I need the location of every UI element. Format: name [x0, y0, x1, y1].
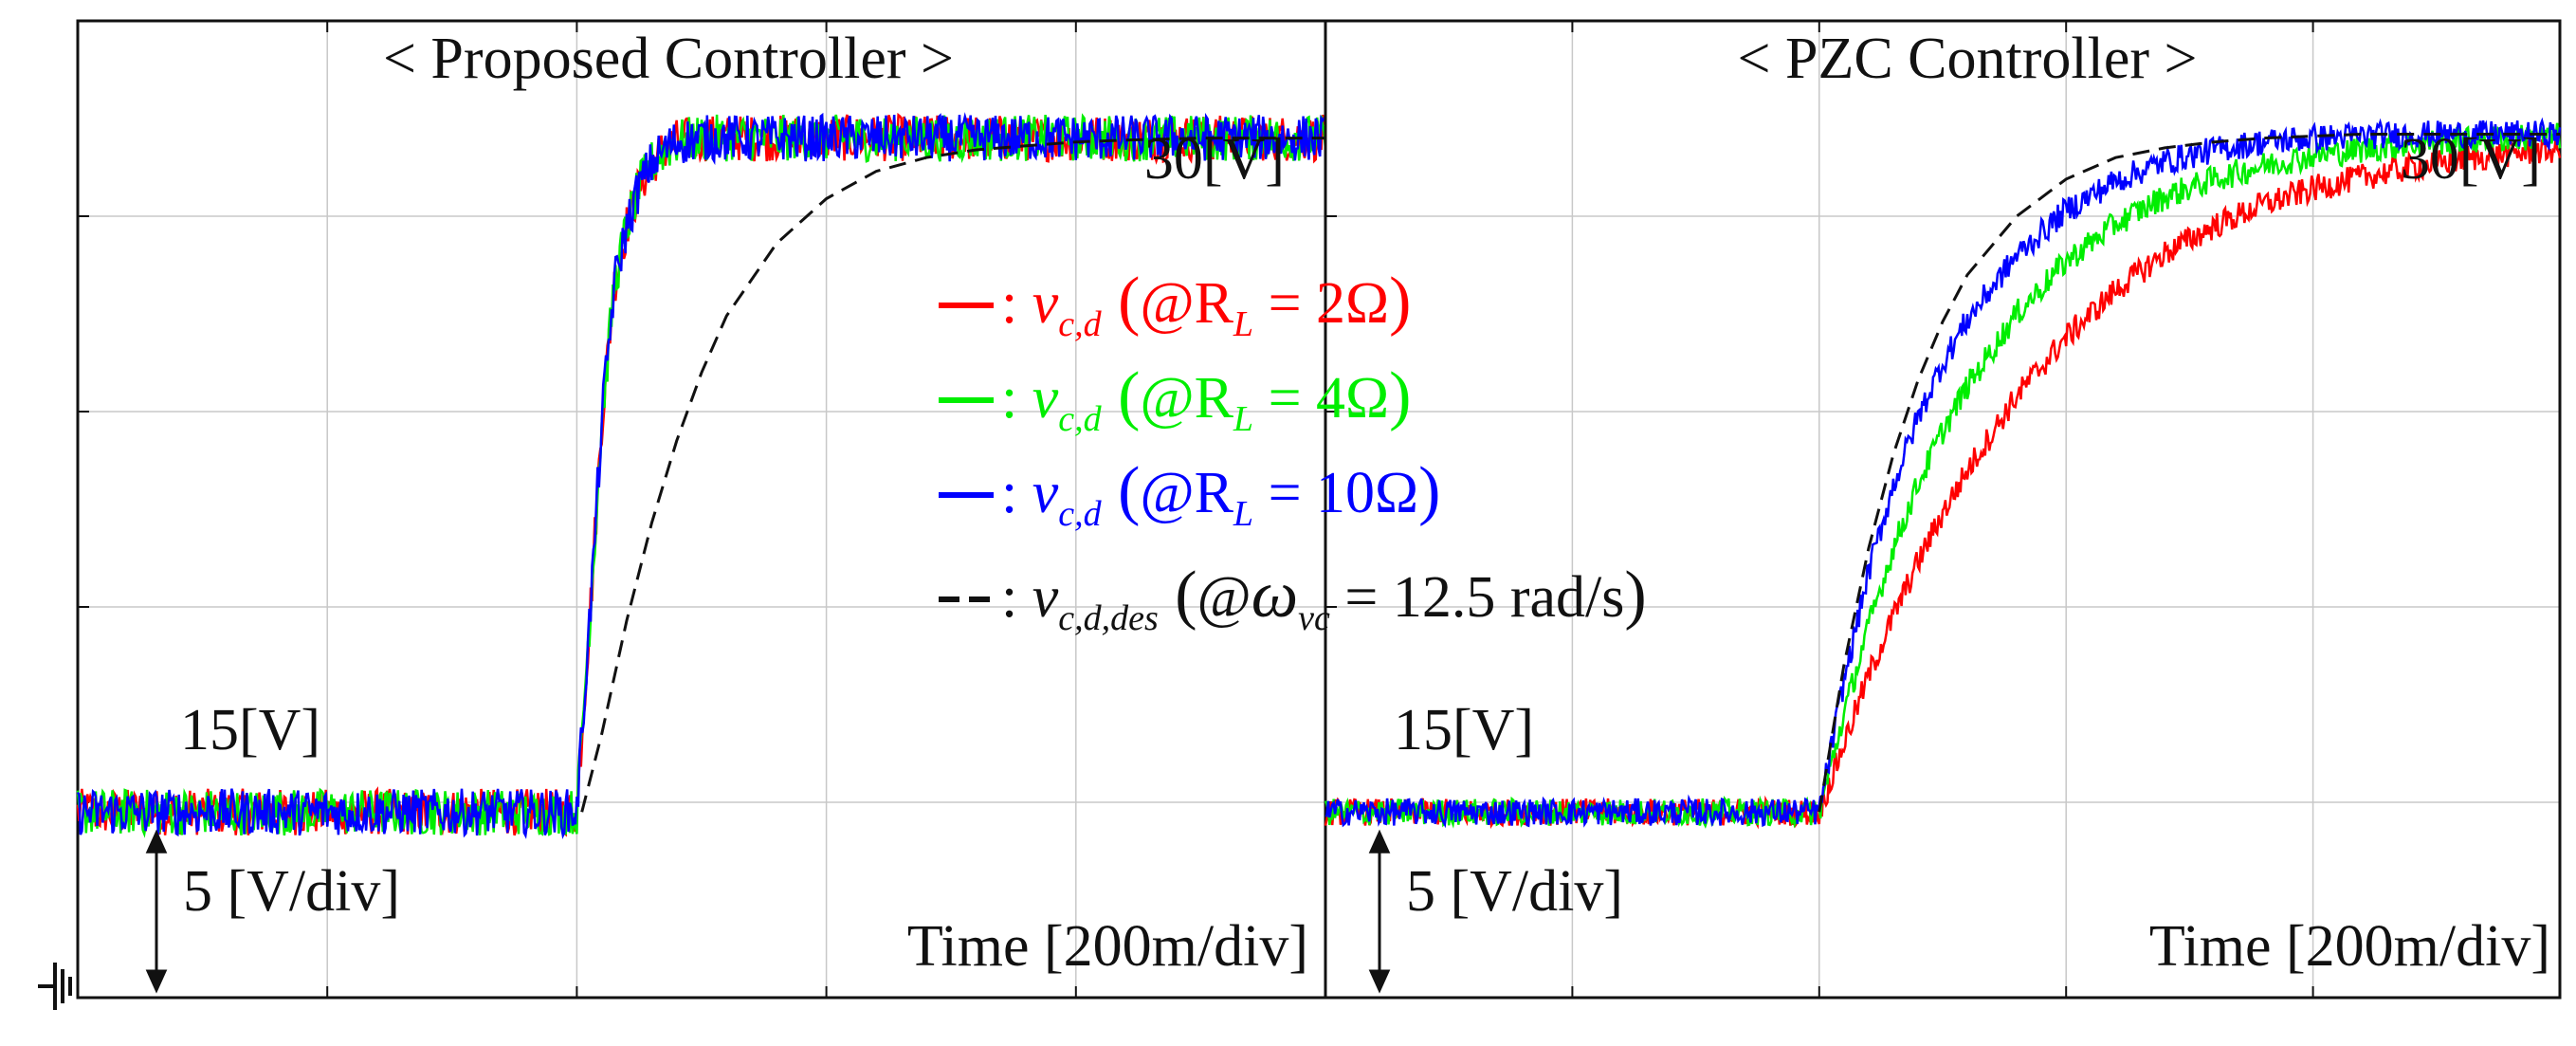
- legend-item-r2: : vc,d (@RL = 2Ω): [939, 265, 1411, 344]
- initial-level-label: 15[V]: [180, 698, 320, 762]
- legend-label: : vc,d (@RL = 2Ω): [1001, 265, 1411, 344]
- scale-arrow: [145, 829, 168, 994]
- tick-marks: [78, 21, 1077, 998]
- panel-title: < PZC Controller >: [1738, 27, 2198, 91]
- x-scale-label: Time [200m/div]: [907, 914, 1308, 979]
- legend-item-des: : vc,d,des (@ωvc = 12.5 rad/s): [939, 559, 1647, 638]
- initial-level-label: 15[V]: [1394, 698, 1534, 762]
- series-line-des: [1818, 133, 2560, 813]
- legend: : vc,d (@RL = 2Ω) : vc,d (@RL = 4Ω) : vc,d…: [939, 265, 1647, 638]
- series-line-r4: [1324, 122, 2562, 829]
- y-scale-label: 5 [V/div]: [183, 859, 400, 924]
- legend-label: : vc,d (@RL = 10Ω): [1001, 454, 1440, 534]
- legend-label: : vc,d (@RL = 4Ω): [1001, 359, 1411, 439]
- ground-symbol: [38, 963, 72, 1010]
- legend-item-r4: : vc,d (@RL = 4Ω): [939, 359, 1411, 439]
- final-level-label: 30[V]: [1144, 127, 1285, 192]
- plot-frame: [1324, 19, 2562, 1000]
- x-scale-label: Time [200m/div]: [2149, 914, 2550, 979]
- scale-arrow: [1368, 829, 1391, 994]
- series-line-des: [580, 137, 1325, 813]
- y-scale-label: 5 [V/div]: [1406, 859, 1623, 924]
- series-line-r10: [1325, 117, 2562, 829]
- panel-pzc: < PZC Controller > 30[V] 15[V] 5 [V/div] Tim…: [1324, 19, 2562, 1000]
- series-line-r10: [76, 112, 1327, 839]
- panel-title: < Proposed Controller >: [383, 27, 954, 91]
- final-level-label: 30[V]: [2401, 127, 2541, 192]
- legend-label: : vc,d,des (@ωvc = 12.5 rad/s): [1001, 559, 1647, 638]
- panel-proposed: < Proposed Controller > 30[V] 15[V] 5 [V/di…: [76, 19, 1327, 1000]
- legend-item-r10: : vc,d (@RL = 10Ω): [939, 454, 1440, 534]
